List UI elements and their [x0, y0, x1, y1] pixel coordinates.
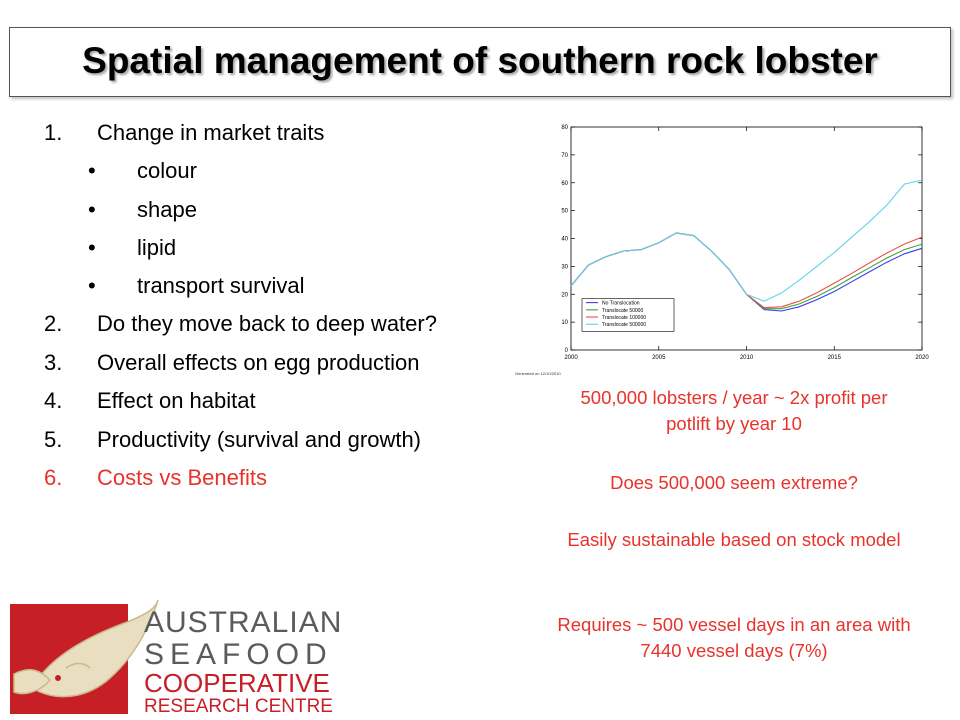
note-vessel-days: Requires ~ 500 vessel days in an area wi… [557, 614, 911, 661]
logo-line-cooperative: COOPERATIVE [144, 668, 330, 698]
list-text: Productivity (survival and growth) [97, 427, 422, 452]
title-box [9, 27, 951, 97]
x-tick-label: 2000 [564, 355, 578, 361]
list-text: Overall effects on egg production [97, 350, 420, 375]
seafood-crc-logo: AUSTRALIAN SEAFOOD COOPERATIVE RESEARCH … [10, 599, 342, 716]
legend-label: No Translocation [602, 301, 640, 307]
x-tick-label: 2020 [915, 355, 929, 361]
logo-line-research-centre: RESEARCH CENTRE [144, 696, 333, 716]
list-text: Do they move back to deep water? [97, 311, 437, 336]
y-tick-label: 80 [561, 125, 568, 131]
x-tick-label: 2015 [828, 355, 842, 361]
x-tick-label: 2010 [740, 355, 754, 361]
y-tick-label: 10 [561, 320, 568, 326]
list-text: colour [137, 158, 197, 183]
note-profit: 500,000 lobsters / year ~ 2x profit per … [580, 387, 888, 434]
legend-label: Translocate 500000 [602, 322, 646, 328]
list-text: transport survival [137, 273, 305, 298]
slide-title: Spatial management of southern rock lobs… [82, 40, 878, 81]
y-tick-label: 60 [561, 181, 568, 187]
fish-logo-icon [13, 599, 159, 698]
list-number: 5. [44, 427, 63, 452]
bullet-icon: • [88, 197, 96, 222]
list-text: shape [137, 197, 197, 222]
list-number: 6. [44, 465, 63, 490]
list-number: 4. [44, 388, 63, 413]
logo-line-australian: AUSTRALIAN [144, 606, 342, 639]
line-chart: 0 10 20 30 40 50 60 70 80 2000 2005 2010 2015 2020 No … [515, 125, 929, 376]
logo-line-seafood: SEAFOOD [144, 638, 333, 671]
list-text: Effect on habitat [97, 388, 256, 413]
bullet-icon: • [88, 235, 96, 260]
legend-label: Translocate 100000 [602, 315, 646, 321]
note-question: Does 500,000 seem extreme? [610, 472, 858, 493]
y-tick-label: 40 [561, 237, 568, 243]
series-line [570, 179, 923, 302]
list-number: 3. [44, 350, 63, 375]
bullet-icon: • [88, 273, 96, 298]
x-tick-label: 2005 [652, 355, 666, 361]
y-tick-label: 50 [561, 209, 568, 215]
list-number: 2. [44, 311, 63, 336]
y-tick-label: 70 [561, 153, 568, 159]
note-sustainable: Easily sustainable based on stock model [567, 529, 901, 550]
list-text: Change in market traits [97, 120, 325, 145]
list-number: 1. [44, 120, 63, 145]
y-tick-label: 0 [565, 348, 569, 354]
bullet-icon: • [88, 158, 96, 183]
list-text: Costs vs Benefits [97, 465, 267, 490]
legend-label: Translocate 50000 [602, 308, 643, 314]
list-text: lipid [137, 235, 177, 260]
chart-footnote: Generated on 12/10/2010 [515, 371, 561, 376]
legend-box [581, 298, 675, 332]
y-tick-label: 30 [561, 264, 568, 270]
y-tick-label: 20 [561, 292, 568, 298]
